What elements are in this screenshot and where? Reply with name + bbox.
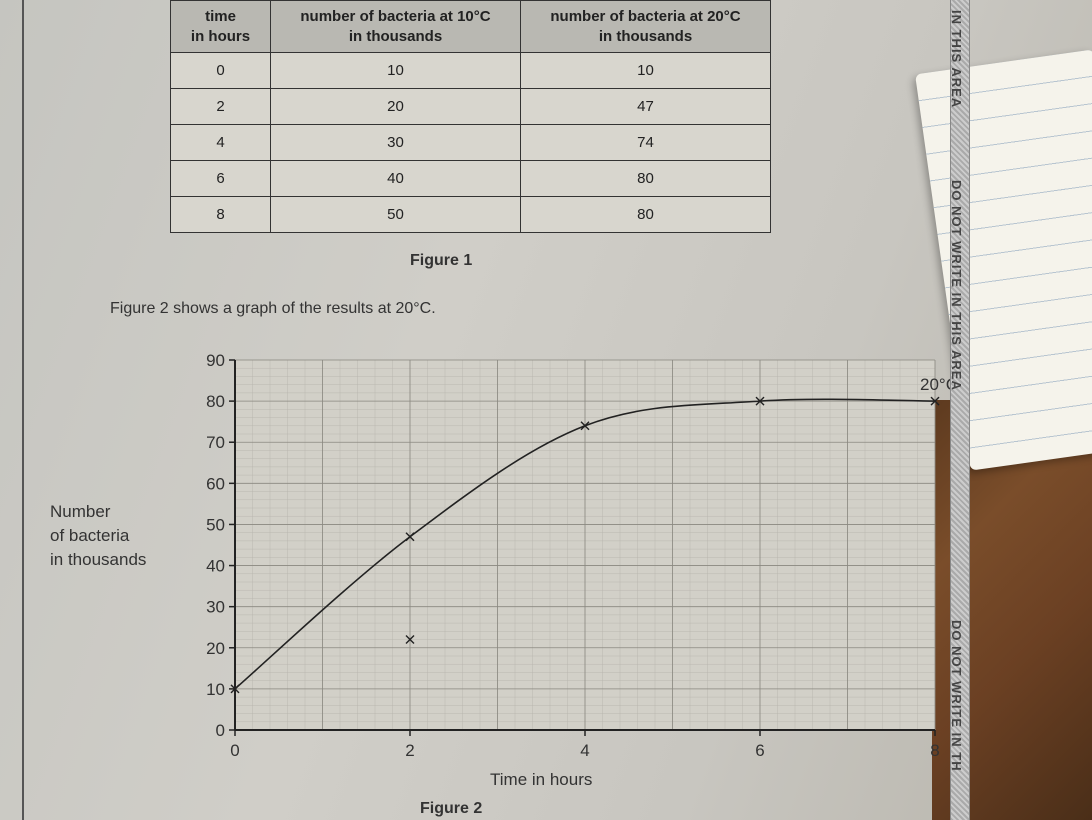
chart-x-axis-label: Time in hours bbox=[490, 770, 592, 790]
table-cell: 8 bbox=[171, 197, 271, 233]
svg-text:8: 8 bbox=[930, 741, 939, 760]
table-cell: 4 bbox=[171, 125, 271, 161]
chart-container: Number of bacteria in thousands 01020304… bbox=[50, 350, 940, 800]
table-cell: 2 bbox=[171, 89, 271, 125]
chart-y-axis-label: Number of bacteria in thousands bbox=[50, 500, 180, 571]
svg-text:20: 20 bbox=[206, 639, 225, 658]
table-row: 22047 bbox=[171, 89, 771, 125]
svg-text:60: 60 bbox=[206, 474, 225, 493]
table-cell: 40 bbox=[271, 161, 521, 197]
table-row: 43074 bbox=[171, 125, 771, 161]
left-margin-rule bbox=[22, 0, 24, 820]
margin-text-mid: DO NOT WRITE IN THIS AREA bbox=[949, 180, 964, 391]
svg-text:90: 90 bbox=[206, 351, 225, 370]
margin-text-bot: DO NOT WRITE IN TH bbox=[949, 620, 964, 772]
table-cell: 30 bbox=[271, 125, 521, 161]
table-header-time: time in hours bbox=[171, 1, 271, 53]
table-cell: 10 bbox=[271, 53, 521, 89]
svg-text:40: 40 bbox=[206, 557, 225, 576]
svg-text:10: 10 bbox=[206, 680, 225, 699]
table-row: 85080 bbox=[171, 197, 771, 233]
table-header-20c: number of bacteria at 20°C in thousands bbox=[521, 1, 771, 53]
table-row: 64080 bbox=[171, 161, 771, 197]
margin-text-top: IN THIS AREA bbox=[949, 10, 964, 108]
svg-text:2: 2 bbox=[405, 741, 414, 760]
table-cell: 0 bbox=[171, 53, 271, 89]
table-body: 0101022047430746408085080 bbox=[171, 53, 771, 233]
figure-2-intro: Figure 2 shows a graph of the results at… bbox=[110, 300, 436, 318]
svg-text:80: 80 bbox=[206, 392, 225, 411]
table-cell: 20 bbox=[271, 89, 521, 125]
svg-text:0: 0 bbox=[230, 741, 239, 760]
svg-text:30: 30 bbox=[206, 598, 225, 617]
table-cell: 10 bbox=[521, 53, 771, 89]
svg-text:0: 0 bbox=[216, 721, 225, 740]
figure-2-caption: Figure 2 bbox=[420, 800, 482, 818]
table-cell: 80 bbox=[521, 161, 771, 197]
figure-1-caption: Figure 1 bbox=[410, 252, 472, 270]
table-row: 01010 bbox=[171, 53, 771, 89]
worksheet-page: time in hours number of bacteria at 10°C… bbox=[0, 0, 960, 820]
table-cell: 74 bbox=[521, 125, 771, 161]
svg-text:50: 50 bbox=[206, 515, 225, 534]
table-cell: 50 bbox=[271, 197, 521, 233]
svg-text:70: 70 bbox=[206, 433, 225, 452]
table-cell: 6 bbox=[171, 161, 271, 197]
table-cell: 80 bbox=[521, 197, 771, 233]
table-header-10c: number of bacteria at 10°C in thousands bbox=[271, 1, 521, 53]
table-cell: 47 bbox=[521, 89, 771, 125]
bacteria-data-table: time in hours number of bacteria at 10°C… bbox=[170, 0, 771, 233]
svg-text:6: 6 bbox=[755, 741, 764, 760]
svg-text:4: 4 bbox=[580, 741, 589, 760]
chart-svg: 0 10 20 30 40 50 60 70 80 90 0 2 4 6 8 bbox=[190, 350, 955, 770]
